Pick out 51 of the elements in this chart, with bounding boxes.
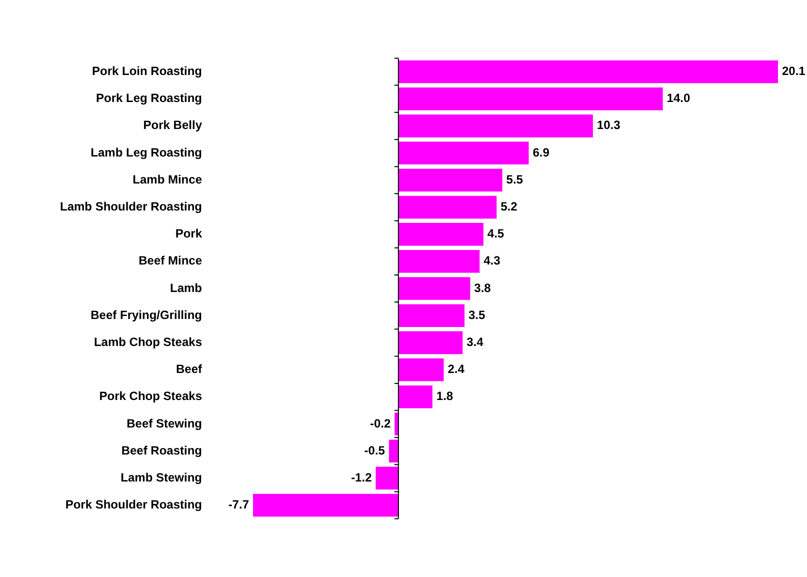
data-label: -7.7	[228, 498, 250, 512]
bar	[398, 277, 470, 300]
data-label: 3.8	[474, 280, 492, 295]
data-label: 4.3	[484, 254, 501, 268]
bar	[398, 304, 465, 327]
data-label: 1.8	[436, 389, 454, 404]
data-label: 6.9	[532, 145, 550, 160]
bar	[398, 385, 432, 408]
y-tick-label: Beef	[176, 362, 203, 376]
bar	[398, 114, 593, 138]
y-tick-label: Lamb Stewing	[120, 470, 202, 484]
y-tick-label: Pork	[175, 226, 202, 241]
bar	[398, 196, 497, 219]
data-label: -1.2	[351, 470, 372, 484]
data-label: 4.5	[487, 226, 504, 241]
y-tick-label: Lamb Mince	[132, 172, 202, 186]
data-label: 14.0	[666, 91, 690, 106]
y-tick-label: Pork Leg Roasting	[96, 91, 202, 106]
y-tick-label: Beef Stewing	[126, 416, 202, 430]
bar	[376, 466, 398, 490]
y-tick-label: Beef Mince	[138, 254, 202, 268]
bar	[398, 142, 529, 164]
data-label: 5.5	[506, 172, 524, 186]
bar	[398, 331, 463, 354]
bar	[394, 412, 398, 436]
bar	[398, 60, 778, 84]
y-tick-label: Pork Chop Steaks	[99, 389, 202, 404]
bar	[388, 440, 398, 462]
y-tick-label: Pork Loin Roasting	[92, 64, 202, 78]
bar	[398, 87, 663, 110]
y-tick-label: Beef Frying/Grilling	[90, 308, 202, 322]
bar	[253, 494, 398, 517]
y-tick-label: Pork Belly	[143, 118, 202, 132]
bar	[398, 250, 480, 273]
y-tick-label: Lamb Chop Steaks	[94, 335, 202, 349]
data-label: 3.5	[468, 308, 486, 322]
data-label: 2.4	[448, 362, 465, 376]
data-label: -0.2	[370, 416, 391, 430]
data-label: 5.2	[500, 200, 518, 214]
y-tick-label: Beef Roasting	[121, 443, 202, 458]
data-label: -0.5	[364, 443, 386, 458]
data-label: 3.4	[466, 335, 484, 349]
y-tick-label: Lamb Shoulder Roasting	[60, 200, 202, 214]
y-tick-label: Lamb	[170, 280, 202, 295]
y-tick-label: Lamb Leg Roasting	[90, 145, 202, 160]
data-label: 10.3	[596, 118, 621, 132]
y-tick-label: Pork Shoulder Roasting	[65, 498, 202, 512]
bar	[398, 168, 502, 192]
bar	[398, 222, 484, 246]
data-label: 20.1	[782, 64, 806, 78]
bar	[398, 358, 444, 382]
